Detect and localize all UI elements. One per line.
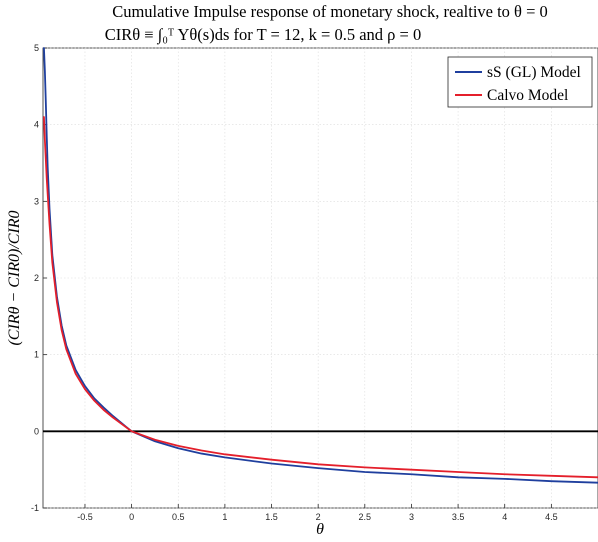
series-line-calvo — [43, 116, 598, 479]
legend: sS (GL) Model Calvo Model — [447, 56, 593, 108]
x-tick-label: 4 — [502, 512, 507, 522]
legend-box — [447, 56, 593, 108]
x-tick-label: 2 — [316, 512, 321, 522]
series-lines — [43, 47, 598, 484]
y-tick-label: -1 — [31, 503, 39, 513]
x-tick-label: 1 — [222, 512, 227, 522]
x-tick-label: 0 — [129, 512, 134, 522]
legend-label-ss: sS (GL) Model — [487, 64, 581, 81]
y-tick-label: 1 — [34, 350, 39, 360]
x-tick-label: -0.5 — [77, 512, 93, 522]
x-tick-label: 1.5 — [265, 512, 278, 522]
x-tick-label: 4.5 — [545, 512, 558, 522]
x-tick-label: 3 — [409, 512, 414, 522]
y-tick-label: 4 — [34, 120, 39, 130]
y-tick-label: 5 — [34, 43, 39, 53]
chart-subtitle: CIRθ ≡ ∫₀ᵀ Yθ(s)ds for T = 12, k = 0.5 a… — [105, 25, 421, 45]
x-axis-label: θ — [316, 521, 324, 538]
axis-ticks: -0.5 0 0.5 1 1.5 2 2.5 3 3.5 4 4.5 -1 0 1 2 3 4 5 — [31, 43, 558, 522]
y-tick-label: 0 — [34, 426, 39, 436]
y-tick-label: 3 — [34, 196, 39, 206]
y-tick-label: 2 — [34, 273, 39, 283]
chart-title: Cumulative Impulse response of monetary … — [112, 2, 548, 21]
series-line-ss-gl — [43, 47, 598, 484]
x-tick-label: 0.5 — [172, 512, 185, 522]
y-axis-label: (CIRθ − CIR0)/CIR0 — [6, 210, 23, 345]
legend-label-calvo: Calvo Model — [487, 87, 568, 104]
x-tick-label: 3.5 — [452, 512, 465, 522]
x-tick-label: 2.5 — [359, 512, 372, 522]
